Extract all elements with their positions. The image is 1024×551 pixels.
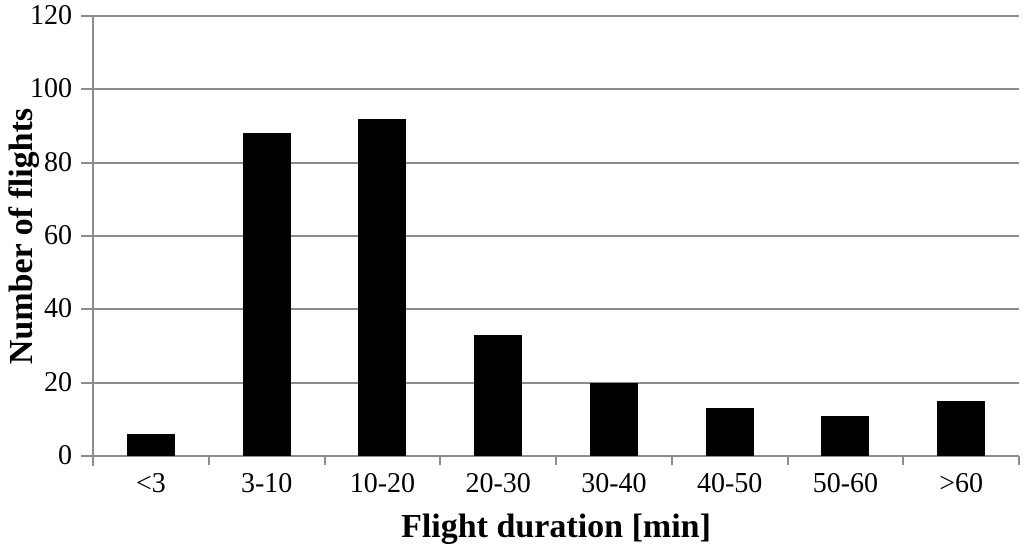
y-axis-tick — [81, 88, 93, 91]
x-tick-label: <3 — [135, 468, 166, 499]
x-tick-label: 30-40 — [581, 468, 647, 499]
x-axis-tick — [1018, 456, 1020, 465]
y-gridline — [93, 381, 1019, 384]
bar-40-50 — [705, 408, 754, 456]
y-tick-label: 20 — [44, 366, 72, 398]
bar-20-30 — [474, 335, 523, 456]
x-tick-label: 20-30 — [465, 468, 531, 499]
y-axis-tick — [81, 308, 93, 311]
y-gridline — [93, 88, 1019, 91]
y-tick-label: 100 — [30, 73, 72, 105]
y-gridline — [93, 308, 1019, 311]
bar-50-60 — [821, 415, 870, 456]
y-axis-line — [92, 16, 94, 466]
x-axis-tick — [902, 456, 905, 465]
bar-30-40 — [589, 382, 638, 456]
x-tick-label: >60 — [939, 468, 984, 499]
x-axis-tick — [323, 456, 326, 465]
x-axis-tick — [555, 456, 557, 465]
y-tick-label: 60 — [44, 220, 72, 251]
y-tick-label: 40 — [44, 293, 72, 325]
bar->60 — [937, 401, 986, 456]
bar-3-10 — [242, 133, 291, 456]
y-axis-tick — [81, 381, 93, 384]
y-gridline — [93, 161, 1019, 164]
x-axis-tick — [439, 456, 442, 465]
y-axis-tick — [81, 161, 93, 164]
y-gridline — [93, 235, 1019, 237]
y-axis-tick — [81, 455, 93, 457]
y-tick-label: 0 — [58, 440, 72, 471]
x-axis-tick — [92, 456, 94, 465]
y-tick-label: 80 — [44, 146, 72, 178]
y-tick-label: 120 — [30, 0, 72, 31]
x-axis-tick — [670, 456, 673, 465]
y-axis-tick — [81, 15, 93, 17]
x-tick-label: 3-10 — [240, 468, 293, 499]
y-gridline — [93, 15, 1019, 17]
bar-<3 — [126, 434, 175, 456]
x-axis-title: Flight duration [min] — [401, 508, 711, 545]
y-axis-tick — [81, 235, 93, 237]
x-axis-tick — [207, 456, 210, 465]
x-tick-label: 50-60 — [812, 468, 879, 499]
x-tick-label: 10-20 — [349, 468, 416, 499]
x-axis-tick — [786, 456, 789, 465]
bar-10-20 — [358, 118, 407, 456]
x-tick-label: 40-50 — [696, 468, 763, 499]
